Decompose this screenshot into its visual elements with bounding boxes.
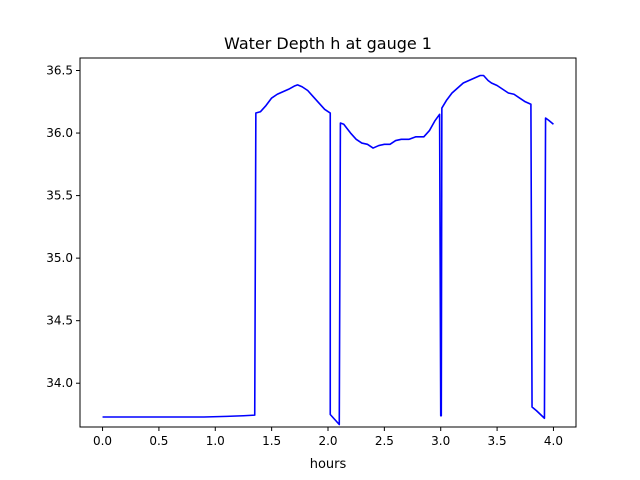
y-tick-label: 35.0 — [46, 251, 73, 265]
x-tick-label: 0.5 — [149, 434, 168, 448]
x-tick-label: 4.0 — [544, 434, 563, 448]
x-tick-label: 1.5 — [262, 434, 281, 448]
x-tick-label: 3.0 — [431, 434, 450, 448]
y-tick-label: 36.5 — [46, 64, 73, 78]
x-axis-label: hours — [310, 457, 347, 472]
y-tick-label: 36.0 — [46, 126, 73, 140]
chart-title: Water Depth h at gauge 1 — [224, 34, 432, 53]
series-line-1 — [102, 74, 554, 426]
x-tick-label: 2.0 — [318, 434, 337, 448]
y-tick-label: 34.5 — [46, 314, 73, 328]
x-tick-label: 3.5 — [488, 434, 507, 448]
x-tick-label: 1.0 — [206, 434, 225, 448]
x-tick-label: 2.5 — [375, 434, 394, 448]
y-tick-label: 35.5 — [46, 189, 73, 203]
y-tick-label: 34.0 — [46, 376, 73, 390]
y-axis: 34.0 34.5 35.0 35.5 36.0 36.5 — [46, 64, 80, 390]
x-tick-label: 0.0 — [93, 434, 112, 448]
plot-area — [102, 74, 554, 426]
x-axis: 0.0 0.5 1.0 1.5 2.0 2.5 3.0 3.5 4.0 — [93, 427, 563, 448]
